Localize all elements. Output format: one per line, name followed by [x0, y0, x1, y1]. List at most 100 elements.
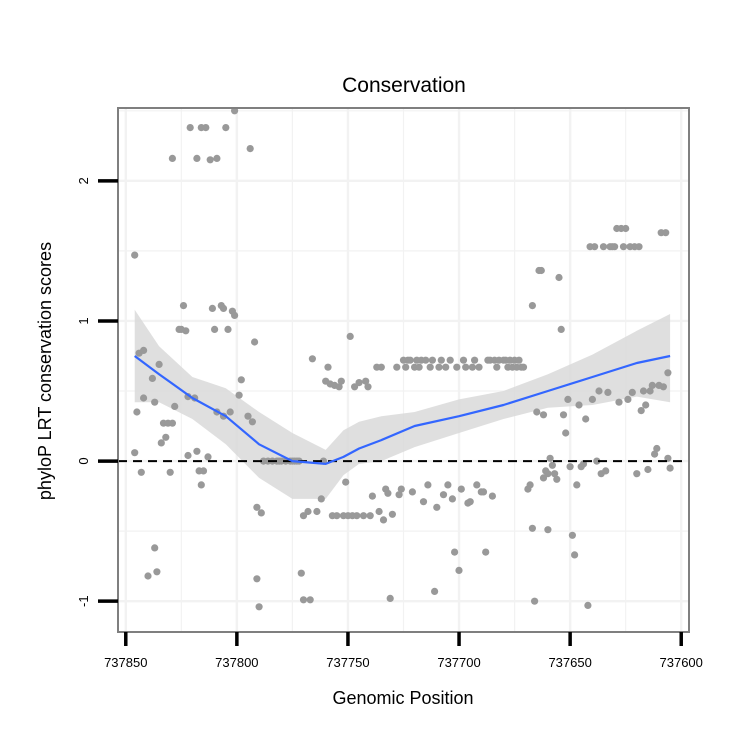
data-point: [257, 509, 265, 517]
data-point: [153, 568, 161, 576]
data-point: [664, 369, 672, 377]
y-axis: -1 0 1 2: [76, 177, 118, 607]
data-point: [635, 243, 643, 251]
data-point: [351, 383, 359, 391]
data-point: [519, 363, 528, 371]
data-point: [317, 495, 325, 503]
data-point: [346, 332, 354, 340]
data-point: [455, 566, 463, 575]
data-point: [444, 481, 452, 489]
data-point: [151, 398, 159, 406]
data-points-layer: [131, 107, 674, 611]
data-point: [624, 395, 632, 403]
data-point: [406, 356, 414, 364]
data-point: [544, 470, 552, 478]
confidence-ribbon-layer: [134, 309, 671, 499]
data-point: [557, 325, 565, 333]
data-point: [595, 387, 603, 395]
data-point: [379, 516, 388, 524]
data-point: [651, 450, 659, 458]
data-point: [251, 338, 259, 346]
data-point: [579, 460, 588, 468]
data-point: [299, 512, 308, 520]
data-point: [202, 124, 210, 132]
x-axis: 737850 737800 737750 737700 737650 737600: [104, 632, 703, 670]
data-point: [537, 266, 545, 275]
data-point: [599, 243, 608, 251]
data-point: [197, 481, 205, 489]
data-point: [528, 524, 537, 532]
data-point: [573, 481, 581, 489]
data-point: [384, 489, 392, 497]
data-point: [424, 481, 432, 489]
data-point: [448, 495, 456, 503]
data-point: [182, 327, 190, 335]
data-point: [473, 481, 481, 489]
data-point: [571, 551, 579, 559]
x-tick-label: 737850: [104, 655, 147, 670]
data-point: [140, 394, 148, 402]
data-point: [588, 395, 597, 403]
data-point: [226, 408, 234, 416]
x-tick-label: 737650: [548, 655, 591, 670]
data-point: [648, 381, 656, 389]
data-point: [633, 470, 641, 478]
data-point: [659, 383, 668, 391]
data-point: [544, 526, 552, 534]
confidence-ribbon: [134, 309, 671, 499]
data-point: [419, 498, 428, 506]
data-point: [393, 363, 401, 371]
data-point: [546, 454, 554, 462]
x-tick-label: 737750: [326, 655, 369, 670]
data-point: [140, 346, 148, 354]
data-point: [364, 383, 372, 391]
data-point: [642, 401, 650, 409]
data-point: [253, 575, 261, 583]
data-point: [568, 531, 577, 539]
data-point: [377, 363, 385, 371]
data-point: [662, 229, 670, 237]
data-point: [193, 154, 201, 162]
data-point: [551, 470, 559, 478]
data-point: [548, 461, 557, 469]
data-point: [186, 124, 194, 132]
data-point: [611, 243, 619, 251]
data-point: [555, 273, 563, 282]
y-tick-label: 0: [76, 457, 91, 464]
x-axis-title: Genomic Position: [332, 688, 473, 708]
data-point: [204, 453, 212, 461]
data-point: [466, 498, 474, 506]
data-point: [564, 395, 572, 403]
data-point: [637, 407, 645, 415]
data-point: [468, 363, 476, 371]
data-point: [644, 465, 652, 474]
data-point: [355, 379, 363, 387]
data-point: [386, 594, 394, 603]
data-point: [362, 377, 370, 385]
data-point: [144, 572, 152, 580]
data-point: [515, 356, 523, 364]
data-point: [575, 401, 583, 409]
data-point: [622, 224, 630, 233]
data-point: [148, 374, 156, 382]
data-point: [155, 360, 163, 368]
data-point: [137, 468, 145, 476]
data-point: [453, 363, 461, 371]
data-point: [237, 376, 245, 384]
data-point: [666, 464, 674, 472]
data-point: [628, 388, 636, 396]
data-point: [222, 124, 230, 132]
data-point: [335, 383, 343, 391]
data-point: [255, 603, 263, 611]
data-point: [475, 363, 483, 371]
smooth-curve-layer: [134, 354, 671, 465]
data-point: [442, 363, 450, 371]
data-point: [246, 145, 254, 153]
data-point: [131, 449, 139, 457]
data-point: [231, 311, 239, 319]
data-point: [615, 398, 623, 406]
data-point: [168, 419, 176, 427]
data-point: [297, 569, 305, 577]
data-point: [304, 507, 312, 516]
data-point: [337, 377, 345, 385]
